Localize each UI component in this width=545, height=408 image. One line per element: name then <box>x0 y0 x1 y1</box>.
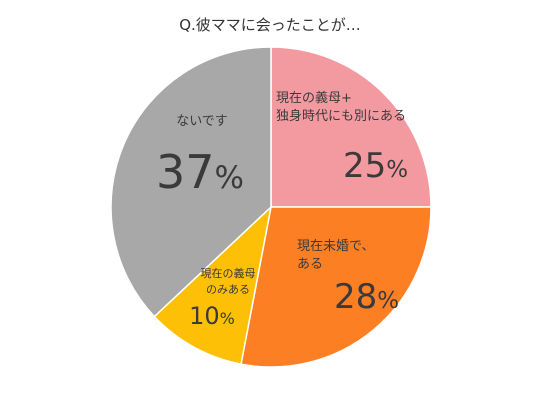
slice-label-4: ないです <box>176 114 228 129</box>
pie-slice-3 <box>153 204 273 366</box>
pie-labels: 現在の義母+独身時代にも別にある 25% 現在未婚で、ある 28% 現在の義母のみある 1… <box>156 90 408 330</box>
slice-value-2: 28% <box>334 277 399 317</box>
slice-value-4: 37% <box>156 145 244 199</box>
chart-title: Q.彼ママに会ったことが… <box>179 16 361 34</box>
slice-value-3: 10% <box>189 302 235 330</box>
pie-slice-1 <box>270 46 432 208</box>
slice-label-2: 現在未婚で、ある <box>297 239 374 272</box>
slice-value-1: 25% <box>343 146 408 186</box>
pie-slice-4 <box>110 46 272 318</box>
pie-slice-2 <box>240 206 432 368</box>
slice-label-3: 現在の義母のみある <box>201 266 256 296</box>
pie-slices <box>110 46 432 368</box>
slice-label-1: 現在の義母+独身時代にも別にある <box>276 90 406 124</box>
